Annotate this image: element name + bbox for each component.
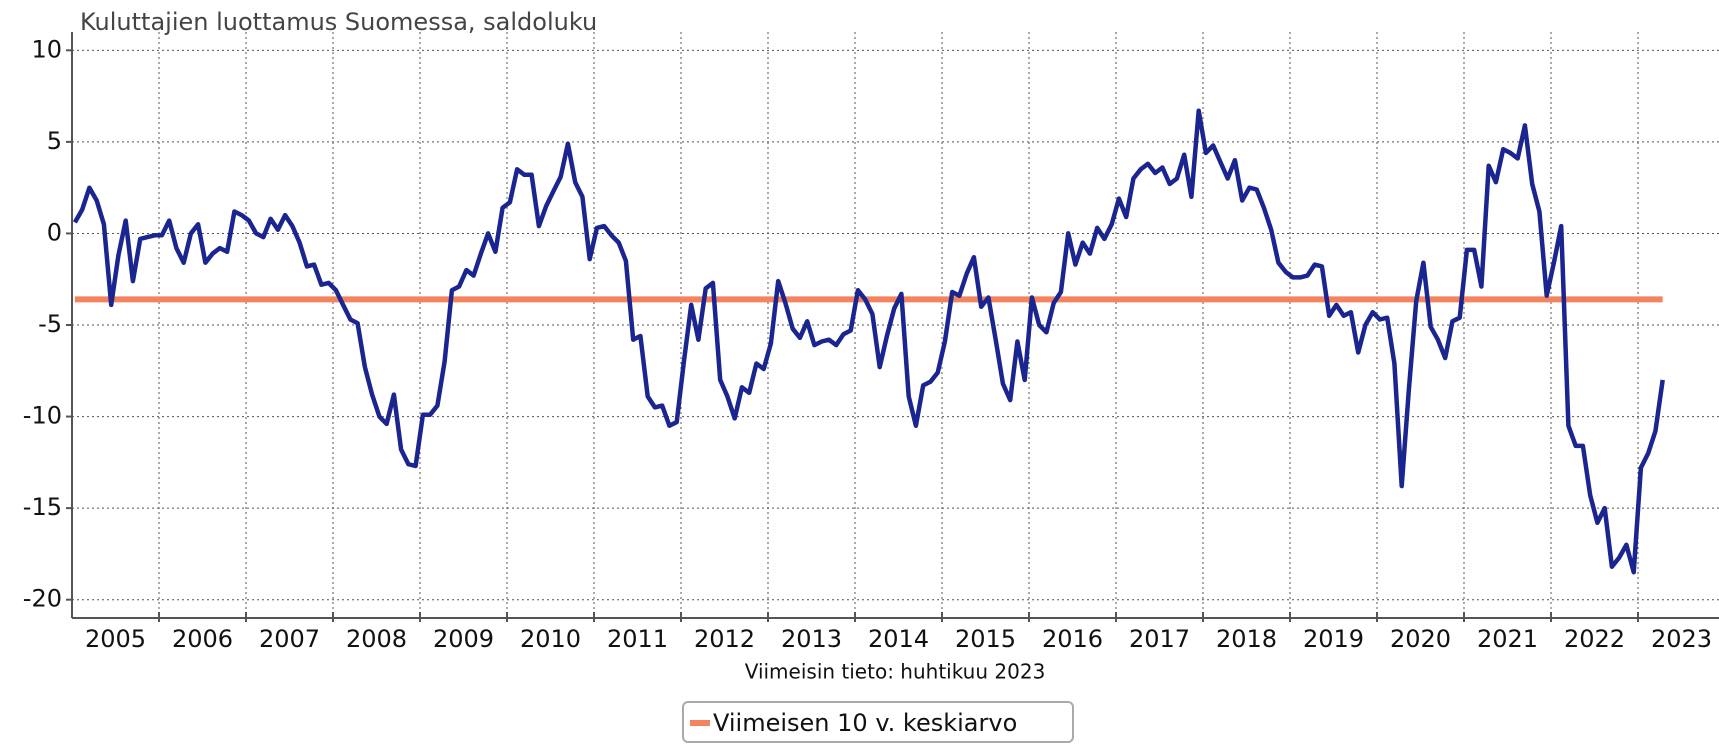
x-tick-label: 2013: [781, 625, 842, 653]
x-tick-label: 2005: [85, 625, 146, 653]
y-tick-label: -20: [23, 585, 62, 613]
x-tick-label: 2018: [1216, 625, 1277, 653]
x-tick-label: 2022: [1564, 625, 1625, 653]
x-axis-label: Viimeisin tieto: huhtikuu 2023: [745, 660, 1046, 684]
x-tick-label: 2021: [1477, 625, 1538, 653]
x-tick-label: 2019: [1303, 625, 1364, 653]
x-tick-label: 2020: [1390, 625, 1451, 653]
x-tick-label: 2015: [955, 625, 1016, 653]
y-tick-label: 10: [31, 35, 62, 63]
x-tick-label: 2009: [433, 625, 494, 653]
x-tick-label: 2008: [346, 625, 407, 653]
y-tick-label: -5: [38, 310, 62, 338]
data-line: [72, 108, 1665, 575]
y-tick-label: 0: [47, 218, 62, 246]
x-tick-label: 2023: [1651, 625, 1712, 653]
x-tick-label: 2014: [868, 625, 929, 653]
y-tick-label: -10: [23, 402, 62, 430]
x-tick-label: 2007: [259, 625, 320, 653]
x-tick-label: 2011: [607, 625, 668, 653]
x-tick-label: 2010: [520, 625, 581, 653]
legend-box: [682, 701, 1074, 743]
x-tick-label: 2012: [694, 625, 755, 653]
legend-label: Viimeisen 10 v. keskiarvo: [713, 709, 1017, 737]
y-tick-label: 5: [47, 127, 62, 155]
chart-title: Kuluttajien luottamus Suomessa, saldoluk…: [80, 8, 597, 36]
x-tick-label: 2006: [172, 625, 233, 653]
y-tick-label: -15: [23, 493, 62, 521]
x-tick-label: 2017: [1129, 625, 1190, 653]
legend: Viimeisen 10 v. keskiarvo: [682, 701, 1074, 743]
x-tick-label: 2016: [1042, 625, 1103, 653]
